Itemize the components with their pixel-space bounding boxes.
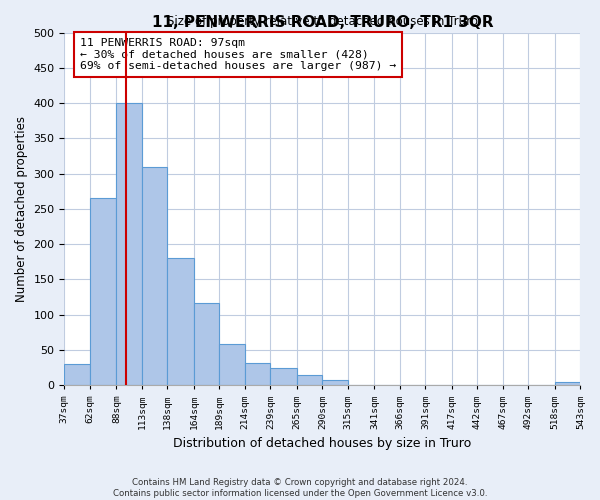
Bar <box>142 166 167 385</box>
Bar <box>220 344 245 385</box>
Text: 11 PENWERRIS ROAD: 97sqm
← 30% of detached houses are smaller (428)
69% of semi-: 11 PENWERRIS ROAD: 97sqm ← 30% of detach… <box>80 38 396 71</box>
Text: Contains HM Land Registry data © Crown copyright and database right 2024.
Contai: Contains HM Land Registry data © Crown c… <box>113 478 487 498</box>
Bar <box>297 374 322 385</box>
Bar <box>245 362 271 385</box>
Bar <box>555 382 580 385</box>
Bar <box>167 258 194 385</box>
Bar <box>322 380 348 385</box>
X-axis label: Distribution of detached houses by size in Truro: Distribution of detached houses by size … <box>173 437 472 450</box>
Bar <box>194 302 220 385</box>
Bar <box>271 368 297 385</box>
Bar <box>116 103 142 385</box>
Y-axis label: Number of detached properties: Number of detached properties <box>15 116 28 302</box>
Title: 11, PENWERRIS ROAD, TRURO, TR1 3QR: 11, PENWERRIS ROAD, TRURO, TR1 3QR <box>152 15 493 30</box>
Bar <box>64 364 90 385</box>
Bar <box>90 198 116 385</box>
Text: Size of property relative to detached houses in Truro: Size of property relative to detached ho… <box>167 16 478 28</box>
